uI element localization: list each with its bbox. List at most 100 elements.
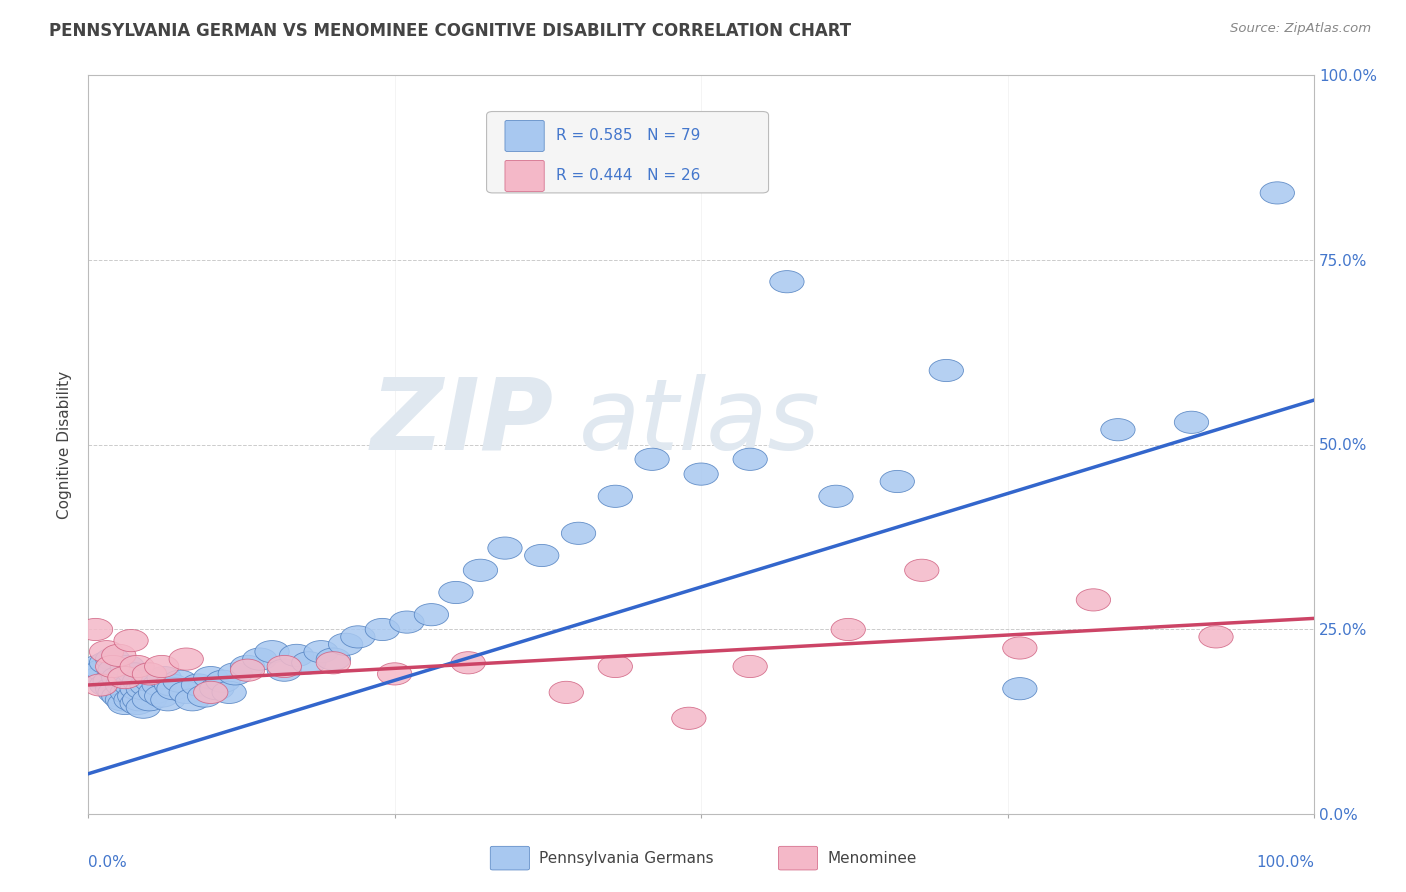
Ellipse shape: [127, 696, 160, 718]
Ellipse shape: [1101, 418, 1135, 441]
Ellipse shape: [200, 678, 233, 700]
Ellipse shape: [101, 644, 136, 666]
Ellipse shape: [818, 485, 853, 508]
Ellipse shape: [98, 681, 132, 704]
FancyBboxPatch shape: [505, 120, 544, 152]
Ellipse shape: [377, 663, 412, 685]
Ellipse shape: [550, 681, 583, 704]
Ellipse shape: [157, 678, 191, 700]
Ellipse shape: [231, 656, 264, 678]
Ellipse shape: [1174, 411, 1209, 434]
Ellipse shape: [77, 663, 111, 685]
Ellipse shape: [169, 681, 204, 704]
Text: atlas: atlas: [578, 374, 820, 471]
Ellipse shape: [212, 681, 246, 704]
Ellipse shape: [218, 663, 253, 685]
Ellipse shape: [389, 611, 425, 633]
Ellipse shape: [105, 689, 139, 711]
Ellipse shape: [524, 544, 560, 566]
Ellipse shape: [90, 652, 124, 673]
FancyBboxPatch shape: [505, 161, 544, 192]
Ellipse shape: [145, 685, 179, 707]
Ellipse shape: [598, 656, 633, 678]
Ellipse shape: [110, 656, 145, 678]
Ellipse shape: [122, 689, 157, 711]
Ellipse shape: [86, 659, 120, 681]
Ellipse shape: [110, 681, 145, 704]
Ellipse shape: [683, 463, 718, 485]
Ellipse shape: [148, 666, 181, 689]
Ellipse shape: [108, 666, 142, 689]
Ellipse shape: [304, 640, 339, 663]
Ellipse shape: [636, 448, 669, 470]
Ellipse shape: [132, 689, 167, 711]
Ellipse shape: [155, 673, 188, 696]
Ellipse shape: [83, 673, 118, 696]
Ellipse shape: [105, 673, 139, 696]
Ellipse shape: [464, 559, 498, 582]
Ellipse shape: [1260, 182, 1295, 204]
Ellipse shape: [96, 678, 129, 700]
Ellipse shape: [733, 448, 768, 470]
Ellipse shape: [127, 678, 160, 700]
Ellipse shape: [280, 644, 314, 666]
Text: PENNSYLVANIA GERMAN VS MENOMINEE COGNITIVE DISABILITY CORRELATION CHART: PENNSYLVANIA GERMAN VS MENOMINEE COGNITI…: [49, 22, 852, 40]
Ellipse shape: [316, 648, 350, 670]
Ellipse shape: [831, 618, 865, 640]
Ellipse shape: [90, 640, 124, 663]
Ellipse shape: [243, 648, 277, 670]
Ellipse shape: [672, 707, 706, 730]
Ellipse shape: [79, 618, 112, 640]
Ellipse shape: [108, 666, 142, 689]
Ellipse shape: [316, 652, 350, 673]
Ellipse shape: [145, 656, 179, 678]
Ellipse shape: [415, 604, 449, 626]
Ellipse shape: [1076, 589, 1111, 611]
Ellipse shape: [142, 673, 176, 696]
Ellipse shape: [231, 659, 264, 681]
Ellipse shape: [118, 663, 152, 685]
Ellipse shape: [80, 656, 115, 678]
Ellipse shape: [340, 626, 375, 648]
FancyBboxPatch shape: [779, 847, 817, 870]
Ellipse shape: [122, 670, 157, 692]
Ellipse shape: [488, 537, 522, 559]
Text: Source: ZipAtlas.com: Source: ZipAtlas.com: [1230, 22, 1371, 36]
Ellipse shape: [1199, 626, 1233, 648]
Text: ZIP: ZIP: [371, 374, 554, 471]
Ellipse shape: [129, 673, 165, 696]
Ellipse shape: [120, 678, 155, 700]
Ellipse shape: [138, 681, 173, 704]
Ellipse shape: [98, 659, 132, 681]
Ellipse shape: [194, 681, 228, 704]
Ellipse shape: [267, 659, 301, 681]
Ellipse shape: [96, 648, 129, 670]
Ellipse shape: [169, 648, 204, 670]
Ellipse shape: [904, 559, 939, 582]
Ellipse shape: [163, 670, 197, 692]
Ellipse shape: [114, 630, 148, 652]
Ellipse shape: [929, 359, 963, 382]
Ellipse shape: [132, 663, 167, 685]
Ellipse shape: [120, 656, 155, 678]
Ellipse shape: [187, 685, 222, 707]
Ellipse shape: [150, 689, 186, 711]
Text: Pennsylvania Germans: Pennsylvania Germans: [540, 851, 714, 865]
Ellipse shape: [114, 673, 148, 696]
Ellipse shape: [451, 652, 485, 673]
Ellipse shape: [291, 652, 326, 673]
Ellipse shape: [769, 270, 804, 293]
Ellipse shape: [329, 633, 363, 656]
Text: 100.0%: 100.0%: [1256, 855, 1315, 871]
Ellipse shape: [439, 582, 472, 604]
Ellipse shape: [181, 673, 215, 696]
Y-axis label: Cognitive Disability: Cognitive Disability: [58, 370, 72, 518]
Ellipse shape: [101, 685, 136, 707]
Ellipse shape: [93, 670, 128, 692]
Ellipse shape: [598, 485, 633, 508]
Text: 0.0%: 0.0%: [89, 855, 127, 871]
Ellipse shape: [205, 670, 240, 692]
Text: R = 0.444   N = 26: R = 0.444 N = 26: [557, 169, 700, 184]
FancyBboxPatch shape: [486, 112, 769, 193]
Text: Menominee: Menominee: [827, 851, 917, 865]
